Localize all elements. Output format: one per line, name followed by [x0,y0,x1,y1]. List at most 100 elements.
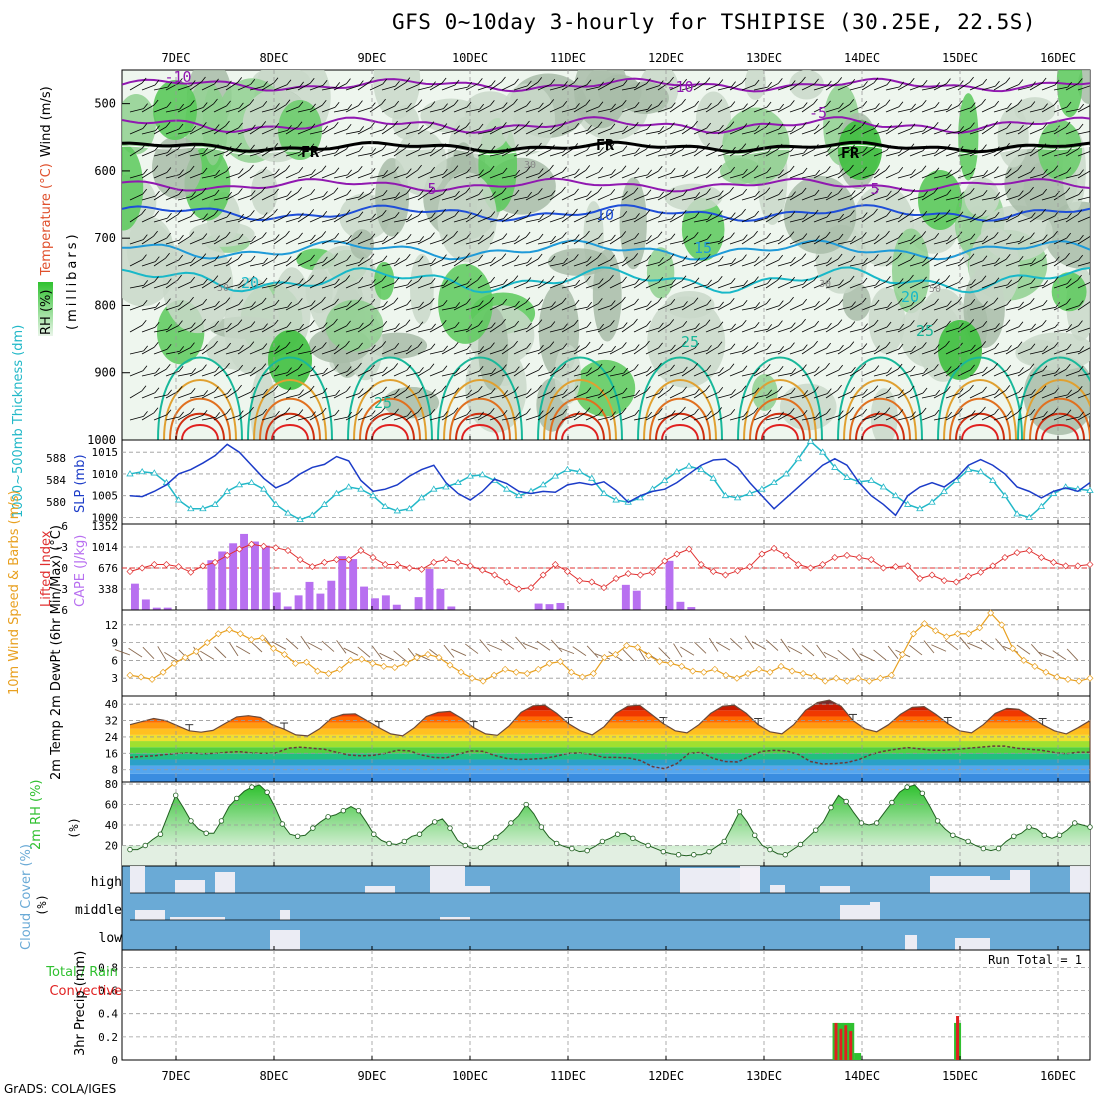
wind-barb [225,304,240,311]
wind-barb-flag [1055,367,1060,374]
wind-barb [537,371,552,377]
thickness-marker [1013,510,1021,517]
wind-barb [849,191,862,201]
wind-barb [585,283,600,289]
temp-arch [943,379,1017,440]
wind-barb [441,281,455,289]
temp-area [129,699,1091,782]
wind-barb-flag [659,257,664,263]
wind-barb [165,305,180,311]
wind-barb-flag [982,255,988,262]
wind-barb [813,282,828,289]
wind-barb-flag [791,322,796,328]
temp-arch [549,397,611,440]
wind-barb-flag [947,104,953,110]
wind-barb-flag [610,365,616,372]
wind-barb-flag [683,170,689,176]
contour-label: 15 [694,239,712,257]
wind-barb [1029,239,1044,245]
wind-barb [141,326,156,333]
rh-marker [782,852,788,858]
wind-barb-flag [515,412,521,418]
wind-barb [1041,104,1055,113]
wind-barb-flag [575,279,581,286]
wind-barb-flag [202,102,208,108]
wind-barb [897,214,910,223]
wind10m-barb [235,645,251,655]
wind-barb-flag [287,367,292,373]
wind-barb-flag [251,301,256,307]
lifted-index-marker [308,563,316,571]
wind-barb [801,305,816,311]
wind-barb-flag [693,297,699,304]
wind-barb-flag [1091,277,1095,282]
wind-barb [681,85,696,91]
wind-barb [693,390,706,399]
wind-barb-flag [862,408,868,415]
wind10m-marker [1009,645,1017,653]
temp-arch [181,424,219,440]
wind-barb-flag [525,297,531,303]
wind-barb [525,238,540,245]
cape-bar [251,541,259,610]
wind-barb [777,236,791,245]
wind-barb-flag [479,346,485,352]
wind-barb-flag [743,234,748,240]
precip-legend-total: Total / Rain [45,965,118,980]
wind-barb-flag [947,300,952,307]
wind-barb-flag [251,124,256,131]
lifted-index-marker [442,556,450,564]
wind-barb-flag [598,409,604,415]
wind-barb-flag [875,279,881,286]
wind-barb-flag [166,232,172,239]
lifted-index-marker [624,570,632,578]
wind-barb [933,194,948,201]
rh-marker [934,818,941,824]
top-date-label: 9DEC [358,51,387,65]
wind-barb-flag [285,407,291,413]
wind-barb-flag [394,166,399,172]
lifted-index-marker [235,545,243,553]
wind-barb [453,152,468,157]
lifted-index-marker [928,571,936,579]
wind-barb [261,107,276,113]
temp-contour [122,239,1090,261]
cape-tick-label: 1014 [92,541,119,554]
thickness-marker [539,481,547,488]
wind-barb [573,235,586,245]
wind-barb [453,172,468,179]
wind-barb-flag [1054,276,1059,282]
wind-barb-flag [309,209,315,215]
wind-barb-flag [671,344,676,351]
wind-barb-flag [705,253,711,260]
wind-barb [273,281,287,289]
wind-barb [669,391,683,399]
wind-barb-flag [405,77,411,83]
wind-barb [645,130,660,135]
wind-barb [777,150,792,157]
wind-barb-flag [455,190,460,197]
wind-barb [273,84,288,91]
wind-barb [597,370,612,377]
wind-barb-flag [981,209,987,216]
wind-barb-flag [671,102,676,108]
wind-barb-flag [695,388,700,395]
wind-barb-flag [1079,234,1084,241]
wind-barb [177,150,192,157]
wind-barb-flag [681,98,686,105]
wind-barb-flag [179,300,184,306]
wind-barb-flag [514,124,520,130]
wind-barb [1041,306,1056,311]
wind-barb-flag [945,209,951,216]
wind-barb-flag [790,211,796,217]
wind-barb-flag [897,121,903,128]
temp-arch [443,379,517,440]
wind-barb [753,348,768,355]
wind-barb-flag [609,385,615,392]
wind-barb-flag [779,411,784,418]
wind-barb-flag [299,323,305,330]
wind-barb [393,284,408,289]
wind-barb-flag [538,233,544,240]
wind-barb-flag [382,144,387,150]
